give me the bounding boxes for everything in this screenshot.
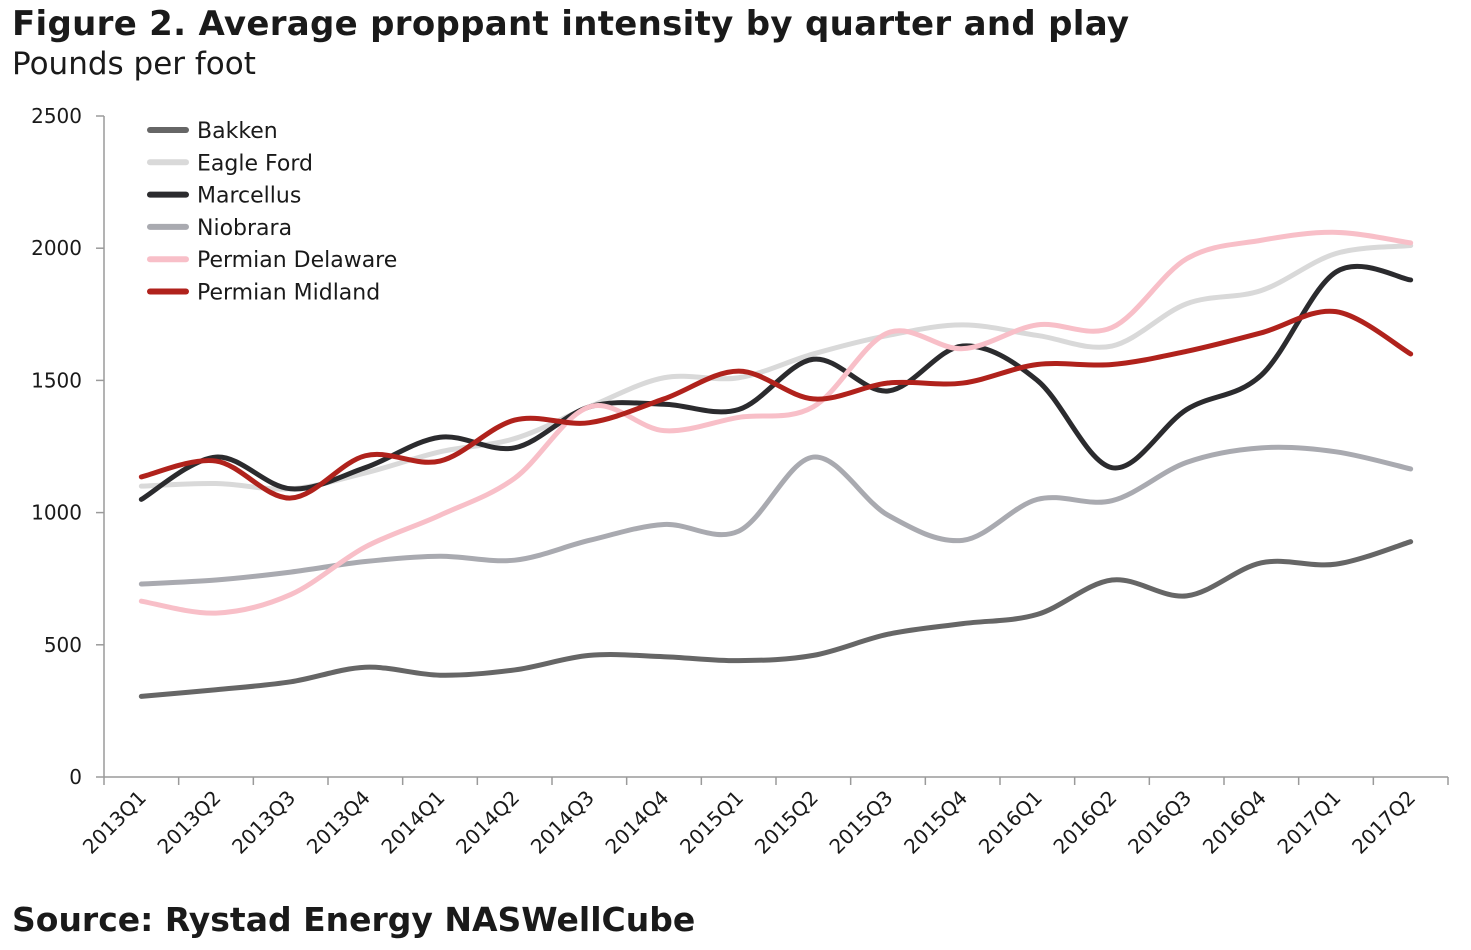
series-line-permian-midland [138,308,1414,501]
legend-label-marcellus: Marcellus [197,184,301,209]
source-note: Source: Rystad Energy NASWellCube [12,900,696,939]
y-tick-label: 1500 [31,368,82,392]
series-line-bakken [138,539,1414,699]
x-tick-label: 2015Q4 [899,786,972,859]
x-tick-label: 2014Q3 [526,786,599,859]
series-line-niobrara [138,444,1414,587]
series-line-permian-delaware [138,229,1414,616]
legend-label-permian-midland: Permian Midland [197,281,380,306]
chart-legend: Bakken Eagle Ford Marcellus Niobrara Permian… [147,119,397,306]
chart-title: Figure 2. Average proppant intensity by … [12,4,1130,44]
x-tick-label: 2015Q2 [750,786,823,859]
x-tick-label: 2016Q2 [1048,786,1121,859]
y-tick-label: 1000 [31,501,82,525]
x-tick-label: 2014Q4 [600,786,673,859]
chart-subtitle: Pounds per foot [12,46,256,82]
x-tick-label: 2016Q3 [1123,786,1196,859]
x-tick-label: 2015Q3 [824,786,897,859]
x-tick-label: 2013Q2 [152,786,225,859]
y-tick-label: 2500 [31,104,82,128]
chart-series-lines [138,229,1414,699]
x-tick-label: 2014Q1 [376,786,449,859]
x-tick-label: 2016Q4 [1198,786,1271,859]
x-tick-label: 2013Q4 [302,786,375,859]
legend-label-bakken: Bakken [197,119,278,144]
y-tick-label: 500 [44,633,82,657]
legend-label-permian-delaware: Permian Delaware [197,248,397,273]
x-tick-label: 2015Q1 [675,786,748,859]
legend-label-eagle-ford: Eagle Ford [197,151,313,176]
y-tick-label: 0 [69,765,82,789]
x-tick-label: 2017Q1 [1272,786,1345,859]
x-tick-label: 2013Q3 [227,786,300,859]
y-tick-label: 2000 [31,236,82,260]
series-line-eagle-ford [138,243,1414,492]
x-tick-label: 2016Q1 [974,786,1047,859]
x-tick-label: 2017Q2 [1347,786,1420,859]
legend-label-niobrara: Niobrara [197,216,292,241]
x-tick-label: 2014Q2 [451,786,524,859]
series-line-marcellus [138,263,1414,502]
x-tick-label: 2013Q1 [78,786,151,859]
